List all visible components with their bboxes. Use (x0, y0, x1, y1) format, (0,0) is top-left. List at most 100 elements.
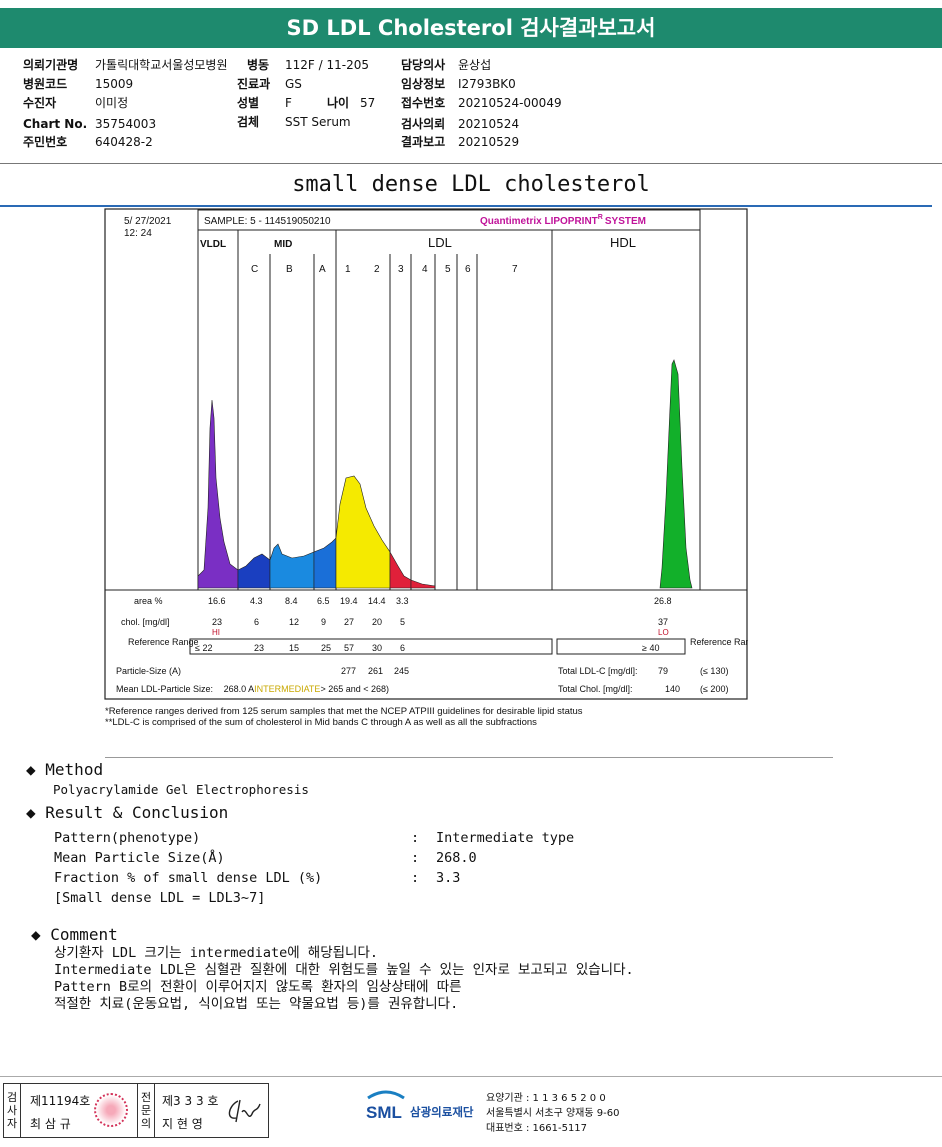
ref-hdl: ≥ 40 (642, 643, 659, 653)
age-value: 57 (360, 96, 376, 110)
org-name: 삼광의료재단 (410, 1105, 474, 1119)
area-a: 6.5 (317, 596, 330, 606)
sex-label: 성별 (237, 96, 260, 110)
chart-value: 35754003 (95, 117, 157, 131)
total-chol-label: Total Chol. [mg/dl]: (558, 684, 633, 694)
examiner-name: 최 삼 규 (30, 1117, 71, 1131)
group-hdl: HDL (610, 235, 636, 250)
ref-a: 25 (321, 643, 331, 653)
examiner-label: 검사자 (4, 1084, 21, 1137)
subtitle: small dense LDL cholesterol (292, 172, 650, 197)
result-note: [Small dense LDL = LDL3~7] (54, 890, 266, 906)
flag-vldl: HI (212, 628, 220, 637)
org-info: 요양기관 : 1 1 3 6 5 2 0 0 서울특별시 서초구 양재동 9-6… (486, 1091, 619, 1136)
chart-brand: Quantimetrix LIPOPRINTR SYSTEM (480, 214, 646, 227)
band-a: A (319, 264, 326, 275)
ward-value: 112F / 11-205 (285, 58, 369, 72)
band-5: 5 (445, 264, 451, 275)
result-row-fraction: Fraction % of small dense LDL (%) : 3.3 (54, 870, 461, 886)
total-ldl-ref: (≤ 130) (700, 666, 728, 676)
ref-ldl3: 6 (400, 643, 405, 653)
total-chol-value: 140 (665, 684, 680, 694)
result-row-pattern: Pattern(phenotype) : Intermediate type (54, 830, 575, 846)
area-c: 4.3 (250, 596, 263, 606)
fraction-value: 3.3 (436, 870, 461, 886)
report-date-value: 20210529 (458, 135, 520, 149)
area-b: 8.4 (285, 596, 298, 606)
method-text: Polyacrylamide Gel Electrophoresis (53, 782, 309, 797)
subtitle-rule (0, 205, 932, 207)
vldl-peak (197, 399, 239, 589)
method-title: Method (45, 760, 104, 779)
pattern-value: Intermediate type (436, 830, 575, 846)
seal-icon (94, 1093, 128, 1127)
receipt-label: 접수번호 (401, 96, 446, 110)
band-2: 2 (374, 264, 380, 275)
doctor-value: 윤상섭 (458, 58, 492, 72)
signature-icon (228, 1099, 261, 1123)
result-title: Result & Conclusion (45, 803, 229, 822)
age-label: 나이 (327, 96, 350, 110)
doctor-label: 담당의사 (401, 58, 446, 72)
report-date-label: 결과보고 (401, 135, 446, 149)
area-ldl1: 19.4 (340, 596, 358, 606)
total-chol-ref: (≤ 200) (700, 684, 728, 694)
hospital-label: 의뢰기관명 (23, 58, 79, 72)
ref-label: Reference Range (128, 637, 199, 647)
ldl-4-tail (410, 579, 436, 589)
band-labels: C B A 1 2 3 4 5 6 7 (251, 264, 518, 275)
reviewer-name: 지 현 영 (162, 1117, 203, 1131)
org-address: 서울특별시 서초구 양재동 9-60 (486, 1108, 620, 1119)
particle-label: Particle-Size (A) (116, 666, 181, 676)
chol-label: chol. [mg/dl] (121, 617, 170, 627)
footnotes: *Reference ranges derived from 125 serum… (105, 706, 745, 728)
reviewer-no: 제3 3 3 호 (162, 1094, 219, 1108)
patient-info: 의뢰기관명 가톨릭대학교서울성모병원 병동 112F / 11-205 담당의사… (0, 56, 942, 156)
band-7: 7 (512, 264, 518, 275)
request-value: 20210524 (458, 117, 520, 131)
patient-value: 이미정 (95, 96, 129, 110)
chart-divider (105, 757, 833, 758)
method-section: ◆ Method (26, 760, 103, 779)
lipoprint-chart: 5/ 27/2021 12: 24 SAMPLE: 5 - 1145190502… (104, 208, 748, 700)
chol-ldl2: 20 (372, 617, 382, 627)
svg-text:SML: SML (366, 1103, 402, 1122)
area-vldl: 16.6 (208, 596, 226, 606)
footer-divider (0, 1076, 942, 1077)
org-phone: 대표번호 : 1661-5117 (486, 1123, 588, 1134)
band-4: 4 (422, 264, 428, 275)
band-b: B (286, 264, 293, 275)
area-hdl: 26.8 (654, 596, 672, 606)
footnote-1: *Reference ranges derived from 125 serum… (105, 706, 583, 717)
code-value: 15009 (95, 77, 134, 91)
info-divider (0, 163, 942, 164)
sml-logo-icon: SML (366, 1090, 405, 1122)
result-row-size: Mean Particle Size(Å) : 268.0 (54, 850, 477, 866)
id-label: 주민번호 (23, 135, 68, 149)
result-section: ◆ Result & Conclusion (26, 803, 228, 822)
diamond-icon: ◆ (26, 760, 36, 779)
signature-box: 검사자 제11194호 최 삼 규 전문의 제3 3 3 호 지 현 영 (3, 1083, 269, 1138)
comment-title: Comment (50, 925, 118, 944)
comment-section: ◆ Comment (31, 925, 118, 944)
group-mid: MID (274, 239, 292, 250)
flag-hdl: LO (658, 628, 669, 637)
chart-label: Chart No. (23, 117, 88, 131)
chart-brand-mark: R (598, 214, 603, 221)
band-c: C (251, 264, 258, 275)
band-dividers (237, 230, 553, 590)
chart-sample: SAMPLE: 5 - 114519050210 (204, 216, 331, 227)
dept-value: GS (285, 77, 302, 91)
group-ldl: LDL (428, 235, 452, 250)
dept-label: 진료과 (237, 77, 271, 91)
id-value: 640428-2 (95, 135, 153, 149)
ref-c: 23 (254, 643, 264, 653)
band-1: 1 (345, 264, 351, 275)
sex-value: F (285, 96, 292, 110)
code-label: 병원코드 (23, 77, 68, 91)
ref-ldl1: 57 (344, 643, 354, 653)
chol-hdl: 37 (658, 617, 668, 627)
chol-ldl1: 27 (344, 617, 354, 627)
receipt-value: 20210524-00049 (458, 96, 562, 110)
specimen-label: 검체 (237, 115, 260, 129)
